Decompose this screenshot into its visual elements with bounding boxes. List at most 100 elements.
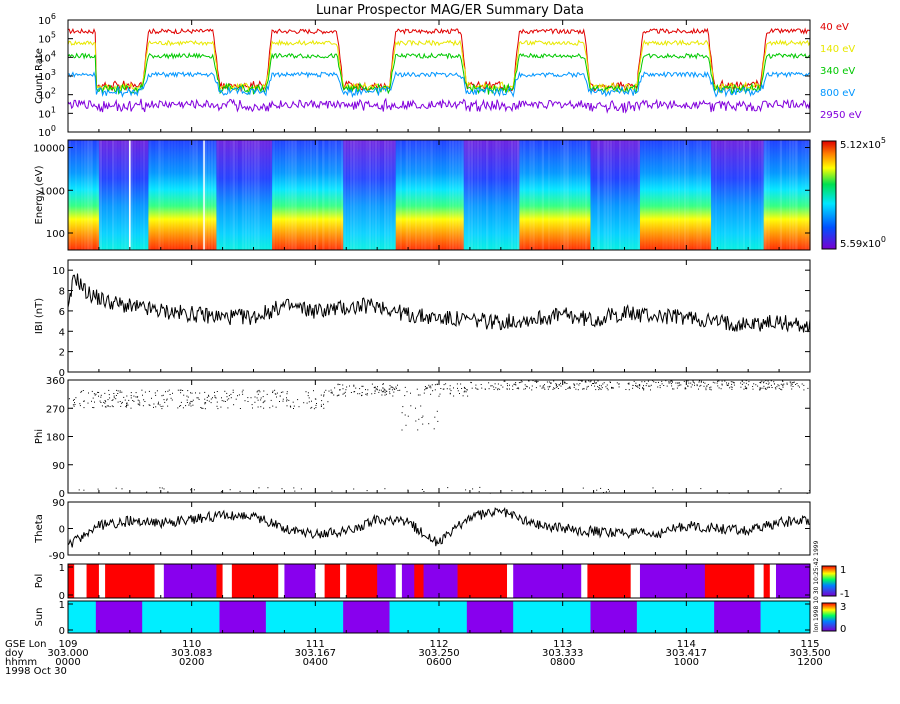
spectrogram-column bbox=[785, 140, 789, 250]
phi-point bbox=[334, 387, 336, 389]
phi-point bbox=[600, 388, 602, 390]
phi-point bbox=[267, 487, 269, 489]
spectrogram-column bbox=[89, 140, 94, 250]
spectrogram-column bbox=[578, 140, 582, 250]
phi-point bbox=[401, 429, 403, 431]
phi-point bbox=[362, 385, 364, 387]
spectrogram-column bbox=[333, 140, 338, 250]
phi-point bbox=[509, 388, 510, 390]
phi-point bbox=[191, 401, 193, 403]
phi-point bbox=[401, 412, 403, 414]
phi-point bbox=[87, 402, 89, 404]
phi-point bbox=[193, 489, 195, 491]
count-rate-series-3 bbox=[67, 70, 811, 99]
phi-point bbox=[698, 388, 699, 390]
phi-point bbox=[331, 392, 333, 394]
spectrogram-column bbox=[565, 140, 570, 250]
phi-point bbox=[342, 388, 344, 390]
phi-point bbox=[666, 385, 668, 387]
phi-point bbox=[214, 395, 216, 397]
phi-point bbox=[463, 386, 465, 388]
spectrogram-column bbox=[268, 140, 273, 250]
phi-point bbox=[180, 389, 182, 391]
phi-point bbox=[535, 387, 537, 389]
spectrogram-column bbox=[170, 140, 174, 250]
x-tick-doy: 303.417 bbox=[666, 648, 707, 659]
phi-point bbox=[563, 381, 565, 383]
phi-point bbox=[625, 389, 627, 390]
phi-point bbox=[83, 401, 85, 402]
phi-point bbox=[344, 391, 346, 393]
spectrogram-column bbox=[643, 140, 647, 250]
spectrogram-column bbox=[754, 140, 759, 250]
phi-point bbox=[509, 384, 510, 386]
spectrogram-column bbox=[284, 140, 289, 250]
phi-point bbox=[281, 488, 283, 490]
phi-point bbox=[103, 401, 105, 403]
phi-point bbox=[73, 399, 75, 400]
phi-point bbox=[361, 392, 363, 393]
phi-point bbox=[185, 405, 187, 407]
phi-point bbox=[359, 393, 361, 395]
phi-point bbox=[137, 399, 139, 401]
spectrogram-column bbox=[225, 140, 230, 250]
phi-point bbox=[126, 402, 127, 404]
phi-point bbox=[353, 488, 355, 490]
phi-point bbox=[208, 395, 210, 397]
spectrogram-column bbox=[751, 140, 755, 250]
phi-point bbox=[525, 385, 527, 387]
phi-point bbox=[557, 388, 559, 389]
phi-point bbox=[672, 381, 673, 383]
polarity-segment bbox=[324, 564, 341, 598]
phi-point bbox=[548, 381, 550, 383]
phi-point bbox=[165, 391, 166, 393]
spectrogram-column bbox=[228, 140, 233, 250]
phi-point bbox=[161, 408, 163, 410]
phi-point bbox=[778, 385, 780, 387]
spectrogram-column bbox=[148, 140, 153, 250]
spectrogram-column bbox=[791, 140, 796, 250]
sun-segment bbox=[714, 601, 761, 633]
phi-point bbox=[699, 385, 701, 387]
x-row-label-0: GSE Lon bbox=[5, 639, 46, 650]
phi-point bbox=[475, 387, 477, 389]
phi-point bbox=[421, 417, 423, 418]
phi-point bbox=[93, 407, 95, 409]
phi-point bbox=[374, 386, 376, 388]
phi-point bbox=[153, 403, 155, 405]
phi-point bbox=[359, 388, 361, 390]
phi-point bbox=[384, 394, 386, 396]
phi-point bbox=[179, 405, 180, 407]
phi-point bbox=[108, 389, 110, 391]
phi-point bbox=[661, 383, 663, 385]
spectrogram-column bbox=[105, 140, 109, 250]
phi-point bbox=[607, 389, 609, 391]
spectrogram-column bbox=[423, 140, 428, 250]
phi-point bbox=[148, 404, 150, 406]
phi-point bbox=[353, 385, 355, 387]
phi-point bbox=[536, 381, 538, 383]
spectrogram-column bbox=[126, 140, 131, 250]
phi-point bbox=[320, 394, 322, 396]
phi-point bbox=[685, 388, 687, 390]
phi-point bbox=[466, 389, 468, 391]
phi-point bbox=[392, 395, 394, 397]
phi-point bbox=[121, 488, 123, 490]
phi-point bbox=[375, 388, 377, 390]
spectrogram-column bbox=[717, 140, 721, 250]
phi-point bbox=[306, 402, 308, 404]
spectrogram-column bbox=[534, 140, 539, 250]
phi-point bbox=[123, 396, 125, 398]
spectrogram-column bbox=[377, 140, 381, 250]
phi-point bbox=[807, 387, 809, 389]
phi-point bbox=[543, 387, 545, 389]
phi-point bbox=[252, 407, 253, 409]
phi-point bbox=[720, 388, 722, 390]
phi-point bbox=[257, 393, 259, 395]
sun-segment bbox=[760, 601, 811, 633]
spectrogram-column bbox=[745, 140, 749, 250]
phi-point bbox=[683, 380, 685, 382]
spectrogram-column bbox=[395, 140, 400, 250]
spectrogram-column bbox=[695, 140, 700, 250]
phi-point bbox=[684, 388, 686, 390]
